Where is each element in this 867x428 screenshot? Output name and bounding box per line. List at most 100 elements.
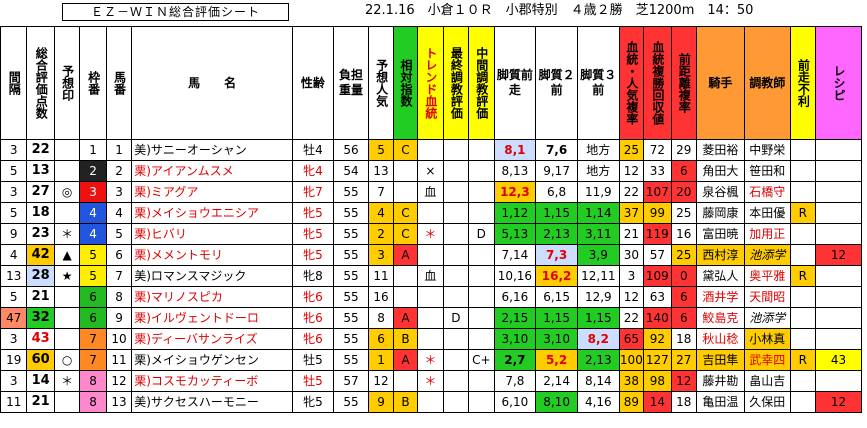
cell-weight: 57 — [332, 370, 370, 392]
cell-dist: 18 — [670, 391, 698, 413]
column-header-mid: 中間調教評価 — [468, 26, 495, 140]
cell-score: 18 — [26, 202, 55, 224]
cell-interval: 19 — [0, 349, 28, 371]
column-header-weight: 負担重量 — [332, 26, 370, 140]
cell-q3: 地方 — [576, 160, 620, 182]
cell-bloodpop: 12 — [618, 160, 645, 182]
cell-final — [442, 286, 470, 308]
cell-trainer: 加用正 — [743, 223, 791, 245]
cell-sexage: 牝8 — [292, 265, 334, 287]
cell-trend: ＊ — [417, 223, 444, 245]
cell-bloodrec: 72 — [643, 139, 672, 161]
cell-q2: 7,6 — [535, 139, 578, 161]
cell-recipe — [815, 160, 862, 182]
cell-q2: 5,2 — [535, 349, 578, 371]
cell-weight: 55 — [332, 391, 370, 413]
cell-name: 美)ロマンスマジック — [131, 265, 294, 287]
cell-name: 栗)メイショウエニシア — [131, 202, 294, 224]
column-header-uma: 馬番 — [105, 26, 133, 140]
cell-mid: C+ — [468, 349, 495, 371]
cell-pop: 11 — [368, 265, 394, 287]
cell-dist: 25 — [670, 244, 698, 266]
cell-rel — [392, 181, 419, 203]
cell-interval: 5 — [0, 202, 28, 224]
cell-recipe — [815, 181, 862, 203]
cell-bloodrec: 92 — [643, 328, 672, 350]
cell-bloodpop: 25 — [618, 139, 645, 161]
cell-pop: 6 — [368, 328, 394, 350]
cell-jockey: 黛弘人 — [696, 265, 745, 287]
cell-waku: 5 — [79, 244, 107, 266]
cell-pop: 4 — [368, 202, 394, 224]
cell-recipe — [815, 307, 862, 329]
cell-trainer: 小林真 — [743, 328, 791, 350]
cell-sexage: 牡5 — [292, 349, 334, 371]
cell-uma: 7 — [105, 265, 133, 287]
cell-bloodrec: 127 — [643, 349, 672, 371]
cell-dist: 12 — [670, 370, 698, 392]
cell-q1: 12,3 — [493, 181, 537, 203]
table-row: 11 21 8 13 美)サクセスハーモニー 牝5 55 9 B 6,10 8,10 4,16 89 14… — [0, 391, 862, 413]
cell-pop: 12 — [368, 370, 394, 392]
cell-final: D — [442, 307, 470, 329]
cell-uma: 2 — [105, 160, 133, 182]
cell-recipe — [815, 139, 862, 161]
cell-final — [442, 328, 470, 350]
cell-weight: 55 — [332, 223, 370, 245]
cell-mark — [53, 307, 81, 329]
cell-rel: C — [392, 223, 419, 245]
column-header-interval: 間隔 — [0, 26, 28, 140]
cell-q3: 8,2 — [576, 328, 620, 350]
cell-weight: 54 — [332, 160, 370, 182]
cell-score: 23 — [26, 223, 55, 245]
cell-jockey: 角田大 — [696, 160, 745, 182]
cell-sexage: 牝6 — [292, 307, 334, 329]
cell-mid: D — [468, 223, 495, 245]
cell-pop: 5 — [368, 139, 394, 161]
cell-prev — [789, 286, 817, 308]
cell-jockey: 秋山稔 — [696, 328, 745, 350]
table-row: 5 18 4 4 栗)メイショウエニシア 牝5 55 4 C 1,12 1,15 1,14 37 99 25… — [0, 202, 862, 224]
cell-mid — [468, 370, 495, 392]
cell-bloodpop: 65 — [618, 328, 645, 350]
column-header-recipe: レシピ — [815, 26, 862, 140]
cell-name: 栗)マリノスピカ — [131, 286, 294, 308]
cell-uma: 8 — [105, 286, 133, 308]
cell-dist: 6 — [670, 307, 698, 329]
cell-mid — [468, 181, 495, 203]
cell-jockey: 富田暁 — [696, 223, 745, 245]
header-row: 間隔 総合評価点数 予想印 枠番 馬番馬 名性齢 負担重量 予想人気 相対指数 トレンド血統 最終… — [0, 26, 862, 140]
cell-trainer: 天間昭 — [743, 286, 791, 308]
cell-mark: ◎ — [53, 181, 81, 203]
race-info: 22.1.16 小倉１０Ｒ 小郡特別 ４歳２勝 芝1200m 14：50 — [365, 3, 754, 18]
cell-prev — [789, 139, 817, 161]
cell-sexage: 牝4 — [292, 160, 334, 182]
cell-weight: 55 — [332, 286, 370, 308]
column-header-pop: 予想人気 — [368, 26, 394, 140]
column-header-score: 総合評価点数 — [26, 26, 55, 140]
cell-pop: 16 — [368, 286, 394, 308]
cell-prev: R — [789, 265, 817, 287]
cell-final — [442, 349, 470, 371]
cell-bloodrec: 57 — [643, 244, 672, 266]
cell-trend — [417, 244, 444, 266]
cell-interval: 5 — [0, 286, 28, 308]
cell-interval: 47 — [0, 307, 28, 329]
cell-bloodpop: 89 — [618, 391, 645, 413]
table-row: 3 43 7 10 栗)ディーバサンライズ 牝6 55 6 B 3,10 3,10 8,2 65 92 18… — [0, 328, 862, 350]
cell-q3: 3,11 — [576, 223, 620, 245]
table-row: 13 28 ★ 5 7 美)ロマンスマジック 牝8 55 11 血 10,16 16,2 12,11 3 1… — [0, 265, 862, 287]
cell-q2: 9,17 — [535, 160, 578, 182]
cell-mid — [468, 244, 495, 266]
cell-prev: R — [789, 202, 817, 224]
cell-name: 栗)メイショウゲンセン — [131, 349, 294, 371]
cell-weight: 55 — [332, 349, 370, 371]
cell-bloodrec: 98 — [643, 370, 672, 392]
cell-q3: 2,13 — [576, 349, 620, 371]
cell-score: 32 — [26, 307, 55, 329]
cell-name: 栗)ディーバサンライズ — [131, 328, 294, 350]
cell-rel: C — [392, 139, 419, 161]
cell-recipe — [815, 286, 862, 308]
cell-trend — [417, 202, 444, 224]
cell-recipe: 12 — [815, 244, 862, 266]
